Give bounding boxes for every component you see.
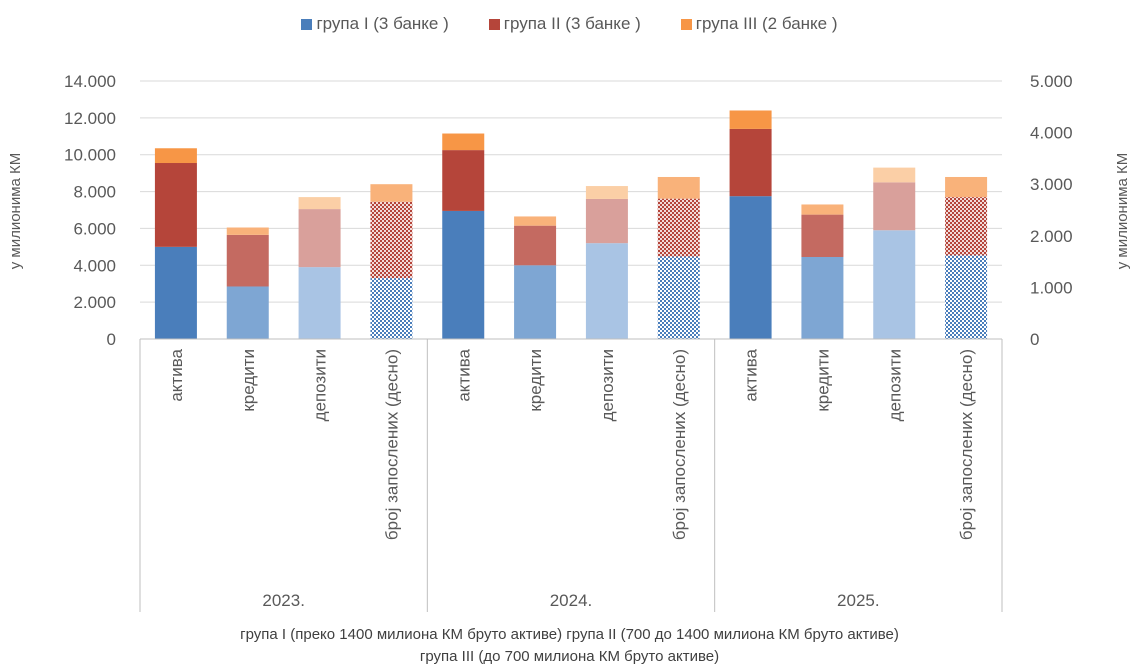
bar-segment-2024-1-s2	[442, 150, 485, 211]
bar-segment-2025-1-s2	[729, 128, 772, 197]
bar-segment-2025-3-s2	[873, 182, 916, 231]
bar-segment-2023-1-s2	[154, 163, 197, 247]
left-tick-label: 12.000	[64, 109, 116, 128]
bar-segment-2025-2-s2	[801, 214, 844, 257]
bar-segment-2025-2-s1	[801, 256, 844, 339]
bar-segment-2025-4-s1	[945, 255, 988, 339]
bar-segment-2025-1-s3	[729, 110, 772, 129]
bar-segment-2024-1-s1	[442, 210, 485, 339]
category-label: кредити	[239, 349, 258, 412]
bar-segment-2023-4-s3	[370, 184, 413, 202]
bar-segment-2023-4-s1	[370, 278, 413, 339]
bar-segment-2024-2-s1	[514, 265, 557, 339]
bars	[154, 110, 988, 339]
bar-segment-2023-2-s1	[226, 286, 269, 339]
right-axis-title: у милионима КМ	[1114, 153, 1131, 270]
group-label: 2025.	[837, 591, 880, 610]
category-label: број запослених (десно)	[957, 349, 976, 540]
group-label: 2024.	[550, 591, 593, 610]
bar-segment-2024-3-s2	[585, 198, 628, 244]
right-tick-label: 0	[1030, 330, 1039, 349]
left-axis-title: у милионима КМ	[7, 153, 24, 270]
bar-segment-2025-3-s1	[873, 230, 916, 339]
right-tick-label: 4.000	[1030, 124, 1073, 143]
left-tick-label: 4.000	[73, 256, 116, 275]
category-label: депозити	[598, 349, 617, 421]
left-tick-label: 2.000	[73, 293, 116, 312]
right-tick-label: 3.000	[1030, 175, 1073, 194]
chart-legend: група I (3 банке ) група II (3 банке ) гру…	[0, 14, 1139, 34]
bar-segment-2024-1-s3	[442, 133, 485, 151]
bar-segment-2024-4-s1	[657, 256, 700, 339]
legend-swatch-3	[680, 18, 692, 30]
category-label: актива	[454, 348, 473, 401]
bar-segment-2025-1-s1	[729, 196, 772, 339]
category-label: број запослених (десно)	[382, 349, 401, 540]
bar-segment-2024-3-s1	[585, 243, 628, 339]
bar-segment-2023-3-s2	[298, 209, 341, 268]
right-tick-label: 2.000	[1030, 227, 1073, 246]
category-label: број запослених (десно)	[670, 349, 689, 540]
bar-segment-2023-4-s2	[370, 201, 413, 279]
bar-segment-2024-4-s3	[657, 176, 700, 199]
bar-segment-2025-2-s3	[801, 204, 844, 215]
bar-segment-2023-3-s1	[298, 267, 341, 339]
bar-segment-2024-2-s3	[514, 216, 557, 226]
axes: 0 2.000 4.000 6.000 8.000 10.000 12.000 14.000 0…	[64, 72, 1073, 612]
legend-item-3: група III (2 банке )	[680, 14, 838, 34]
legend-label-2: група II (3 банке )	[503, 14, 641, 33]
left-tick-label: 10.000	[64, 146, 116, 165]
bar-segment-2023-1-s1	[154, 246, 197, 339]
bar-segment-2025-4-s2	[945, 197, 988, 256]
footnote-line-2: група III (до 700 милиона КМ бруто актив…	[419, 648, 720, 665]
bar-segment-2024-4-s2	[657, 198, 700, 257]
left-tick-label: 8.000	[73, 183, 116, 202]
bar-segment-2024-2-s2	[514, 225, 557, 266]
left-tick-label: 6.000	[73, 219, 116, 238]
bar-segment-2023-3-s3	[298, 197, 341, 210]
bar-segment-2025-4-s3	[945, 176, 988, 198]
bar-segment-2023-2-s3	[226, 227, 269, 235]
legend-item-2: група II (3 банке )	[488, 14, 641, 34]
category-label: депозити	[885, 349, 904, 421]
legend-swatch-1	[301, 18, 313, 30]
category-label: актива	[167, 348, 186, 401]
legend-label-1: група I (3 банке )	[316, 14, 449, 33]
gridlines	[140, 80, 1002, 303]
right-tick-label: 5.000	[1030, 72, 1073, 91]
legend-label-3: група III (2 банке )	[695, 14, 838, 33]
group-label: 2023.	[262, 591, 305, 610]
legend-item-1: група I (3 банке )	[301, 14, 449, 34]
left-tick-label: 0	[107, 330, 116, 349]
footnote-line-1: група I (преко 1400 милиона КМ бруто акт…	[240, 626, 899, 643]
category-label: кредити	[813, 349, 832, 412]
bar-segment-2023-2-s2	[226, 234, 269, 287]
bar-segment-2024-3-s3	[585, 186, 628, 199]
category-label: депозити	[311, 349, 330, 421]
left-tick-label: 14.000	[64, 72, 116, 91]
bar-segment-2025-3-s3	[873, 167, 916, 183]
category-label: кредити	[526, 349, 545, 412]
category-label: актива	[742, 348, 761, 401]
bar-segment-2023-1-s3	[154, 148, 197, 164]
right-tick-label: 1.000	[1030, 278, 1073, 297]
legend-swatch-2	[488, 18, 500, 30]
